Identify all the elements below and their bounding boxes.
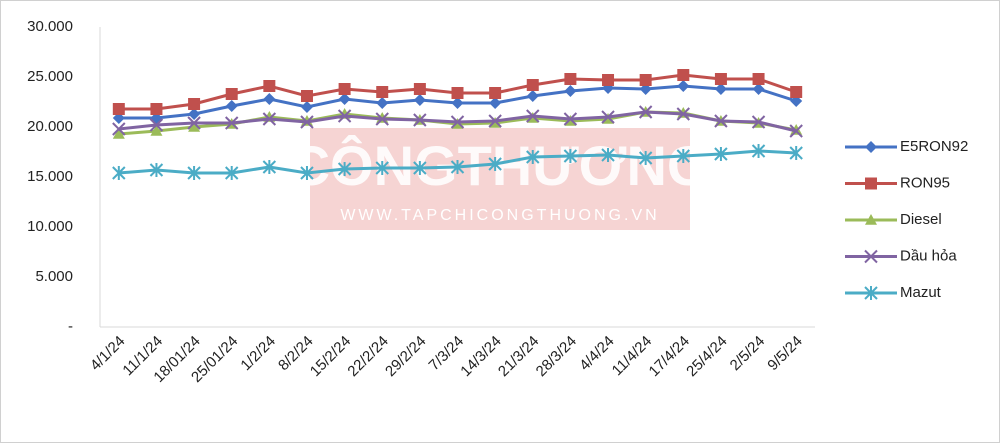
marker bbox=[112, 166, 126, 180]
marker bbox=[451, 87, 464, 99]
marker bbox=[676, 107, 690, 121]
marker bbox=[225, 88, 238, 100]
marker bbox=[300, 115, 314, 129]
marker bbox=[337, 162, 352, 176]
watermark-url: WWW.TAPCHICONGTHUONG.VN bbox=[340, 207, 659, 224]
marker bbox=[188, 108, 201, 120]
marker bbox=[489, 97, 502, 109]
marker bbox=[300, 166, 314, 180]
marker bbox=[789, 124, 803, 138]
marker bbox=[300, 90, 313, 102]
marker bbox=[564, 85, 577, 97]
marker bbox=[338, 93, 351, 105]
marker bbox=[639, 74, 652, 86]
marker bbox=[563, 149, 578, 163]
marker bbox=[563, 112, 578, 126]
marker bbox=[413, 83, 426, 95]
marker bbox=[187, 116, 201, 130]
marker bbox=[149, 163, 164, 177]
marker bbox=[450, 160, 465, 174]
marker bbox=[602, 74, 615, 86]
marker bbox=[263, 93, 276, 105]
marker bbox=[225, 100, 238, 112]
marker bbox=[451, 97, 464, 109]
marker bbox=[714, 114, 728, 128]
legend-label: Dầu hỏa bbox=[900, 247, 957, 264]
marker bbox=[413, 113, 427, 127]
legend-marker bbox=[865, 214, 877, 225]
marker bbox=[262, 112, 277, 126]
marker bbox=[677, 80, 690, 92]
marker bbox=[488, 114, 502, 128]
marker bbox=[225, 116, 239, 130]
watermark-box bbox=[310, 128, 690, 230]
marker bbox=[790, 86, 803, 98]
legend-label: Mazut bbox=[900, 284, 942, 301]
marker bbox=[676, 149, 690, 163]
marker bbox=[752, 83, 765, 95]
marker bbox=[489, 87, 502, 99]
legend-label: E5RON92 bbox=[900, 138, 968, 155]
y-tick-label: 10.000 bbox=[27, 218, 73, 235]
marker bbox=[149, 118, 164, 132]
marker bbox=[375, 161, 389, 175]
y-tick-label: 20.000 bbox=[27, 118, 73, 135]
marker bbox=[112, 128, 125, 139]
watermark-title: CÔNGTHƯƠNG bbox=[290, 134, 711, 197]
legend-marker bbox=[865, 177, 877, 190]
marker bbox=[714, 147, 728, 161]
marker bbox=[638, 105, 653, 119]
marker bbox=[751, 144, 766, 158]
marker bbox=[790, 124, 803, 135]
marker bbox=[263, 80, 276, 92]
y-tick-label: 30.000 bbox=[27, 18, 73, 35]
marker bbox=[450, 115, 465, 129]
legend-label: RON95 bbox=[900, 174, 950, 191]
marker bbox=[752, 73, 765, 85]
marker bbox=[376, 97, 389, 109]
marker bbox=[413, 161, 427, 175]
marker bbox=[714, 83, 727, 95]
marker bbox=[112, 122, 126, 136]
y-tick-label: 5.000 bbox=[35, 268, 73, 285]
marker bbox=[714, 73, 727, 85]
marker bbox=[526, 109, 540, 123]
marker bbox=[337, 109, 352, 123]
marker bbox=[150, 125, 163, 136]
y-tick-label: 25.000 bbox=[27, 68, 73, 85]
marker bbox=[225, 166, 239, 180]
marker bbox=[187, 166, 201, 180]
legend-marker bbox=[864, 249, 878, 264]
marker bbox=[564, 73, 577, 85]
marker bbox=[413, 94, 426, 106]
marker bbox=[526, 150, 540, 164]
marker bbox=[112, 103, 125, 115]
marker bbox=[751, 115, 766, 129]
legend-marker bbox=[864, 286, 878, 300]
marker bbox=[488, 157, 502, 171]
marker bbox=[338, 83, 351, 95]
marker bbox=[526, 79, 539, 91]
marker bbox=[188, 98, 201, 110]
y-tick-label: 15.000 bbox=[27, 168, 73, 185]
marker bbox=[150, 103, 163, 115]
marker bbox=[601, 148, 615, 162]
legend-label: Diesel bbox=[900, 211, 942, 228]
marker bbox=[526, 90, 539, 102]
legend-marker bbox=[865, 141, 877, 153]
marker bbox=[376, 86, 389, 98]
marker bbox=[300, 101, 313, 113]
marker bbox=[638, 151, 653, 165]
marker bbox=[188, 121, 201, 132]
marker bbox=[601, 110, 615, 124]
marker bbox=[789, 146, 803, 160]
marker bbox=[677, 69, 690, 81]
marker bbox=[262, 160, 277, 174]
y-tick-label: - bbox=[68, 318, 73, 335]
marker bbox=[375, 112, 389, 126]
